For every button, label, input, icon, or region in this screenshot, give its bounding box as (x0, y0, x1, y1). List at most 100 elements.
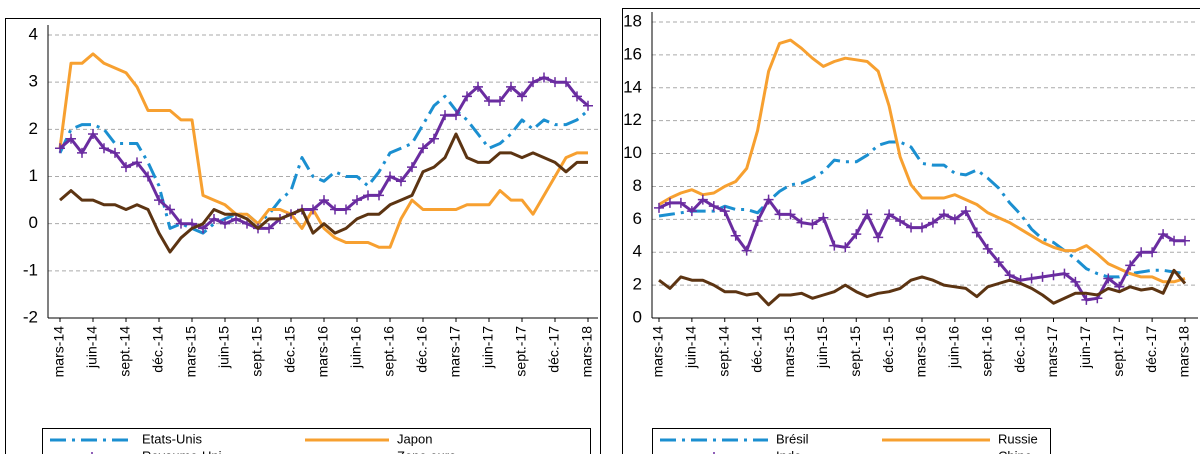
x-tick-label: mars-14 (51, 326, 67, 378)
series-marker (418, 143, 428, 154)
series-marker (664, 197, 675, 208)
series-marker (763, 194, 774, 205)
series-marker (993, 257, 1004, 268)
series-marker (396, 176, 406, 187)
series-marker (363, 190, 373, 201)
x-tick-label: mars-18 (1176, 326, 1192, 378)
x-tick-label: juin-14 (683, 326, 699, 369)
series-marker (829, 240, 840, 251)
y-tick-label: 4 (29, 24, 38, 43)
series-marker (121, 162, 131, 173)
x-tick-label: mars-18 (579, 326, 595, 378)
series-marker (960, 206, 971, 217)
series-marker (719, 206, 730, 217)
series-marker (572, 91, 582, 102)
series-marker (1158, 229, 1169, 240)
y-tick-label: 0 (633, 307, 642, 326)
series-marker (949, 214, 960, 225)
x-tick-label: mars-16 (315, 326, 331, 378)
series-marker (862, 209, 873, 220)
legend-label: Inde (776, 448, 801, 454)
x-tick-label: sept.-14 (117, 326, 133, 377)
y-tick-label: 2 (29, 119, 38, 138)
x-tick-label: juin-16 (946, 326, 962, 369)
x-tick-label: juin-16 (348, 326, 364, 369)
y-tick-label: 14 (623, 77, 642, 96)
series-marker (675, 197, 686, 208)
legend-label: Japon (397, 431, 432, 446)
x-tick-label: sept.-16 (381, 326, 397, 377)
left-panel-border (5, 18, 601, 454)
series-marker (982, 243, 993, 254)
legend-label: Etats-Unis (142, 431, 202, 446)
x-tick-label: mars-16 (913, 326, 929, 378)
series-marker (708, 201, 719, 212)
series-marker (495, 96, 505, 107)
x-tick-label: déc.-15 (880, 326, 896, 373)
x-tick-label: mars-17 (447, 326, 463, 378)
series-marker (539, 72, 549, 83)
x-tick-label: mars-15 (183, 326, 199, 378)
series-marker (697, 194, 708, 205)
series-marker (319, 195, 329, 206)
x-tick-label: juin-15 (216, 326, 232, 369)
series-line (658, 268, 1187, 307)
legend-box (42, 428, 591, 454)
series-marker (917, 222, 927, 233)
x-tick-label: sept.-15 (249, 326, 265, 377)
y-tick-label: 2 (633, 275, 642, 294)
series-marker (1037, 271, 1048, 282)
y-tick-label: -2 (23, 307, 38, 326)
y-tick-label: 6 (633, 209, 642, 228)
series-marker (895, 215, 906, 226)
series-marker (77, 147, 87, 158)
series-line (658, 140, 1186, 279)
x-tick-label: déc.-15 (282, 326, 298, 373)
y-tick-label: 10 (623, 143, 642, 162)
y-tick-label: 4 (633, 242, 642, 261)
y-tick-label: 12 (623, 110, 642, 129)
series-marker (906, 222, 917, 233)
series-marker (752, 215, 763, 226)
series-marker (938, 209, 949, 220)
series-line (58, 94, 589, 235)
series-line (58, 52, 588, 249)
series-marker (473, 81, 483, 92)
series-marker (1026, 273, 1037, 284)
y-tick-label: -1 (23, 260, 38, 279)
series-marker (429, 133, 439, 144)
legend-box (652, 428, 1051, 454)
series-marker (1180, 235, 1190, 246)
series-marker (407, 162, 417, 173)
x-tick-label: juin-17 (1077, 326, 1093, 369)
series-marker (99, 143, 109, 154)
series-marker (851, 229, 862, 240)
y-tick-label: 0 (29, 213, 38, 232)
series-marker (1103, 273, 1114, 284)
series-marker (165, 204, 175, 215)
series-marker (818, 212, 829, 223)
series-marker (154, 195, 164, 206)
x-tick-label: sept.-14 (715, 326, 731, 377)
series-marker (873, 232, 884, 243)
right-panel-border (622, 8, 1200, 454)
series-line (658, 38, 1186, 284)
series-marker (1059, 268, 1070, 279)
x-tick-label: mars-17 (1044, 326, 1060, 378)
series-marker (1147, 247, 1158, 258)
series-marker (807, 219, 818, 230)
series-marker (484, 96, 494, 107)
series-marker (840, 242, 851, 253)
x-tick-label: déc.-17 (1143, 326, 1159, 373)
x-tick-label: déc.-16 (1011, 326, 1027, 373)
series-marker (550, 77, 560, 88)
y-tick-label: 16 (623, 44, 642, 63)
x-tick-label: sept.-17 (1110, 326, 1126, 377)
legend-label: Royaume-Uni (142, 448, 222, 454)
series-marker (143, 171, 153, 182)
series-marker (308, 204, 318, 215)
series-marker (88, 129, 98, 140)
series-marker (517, 91, 527, 102)
